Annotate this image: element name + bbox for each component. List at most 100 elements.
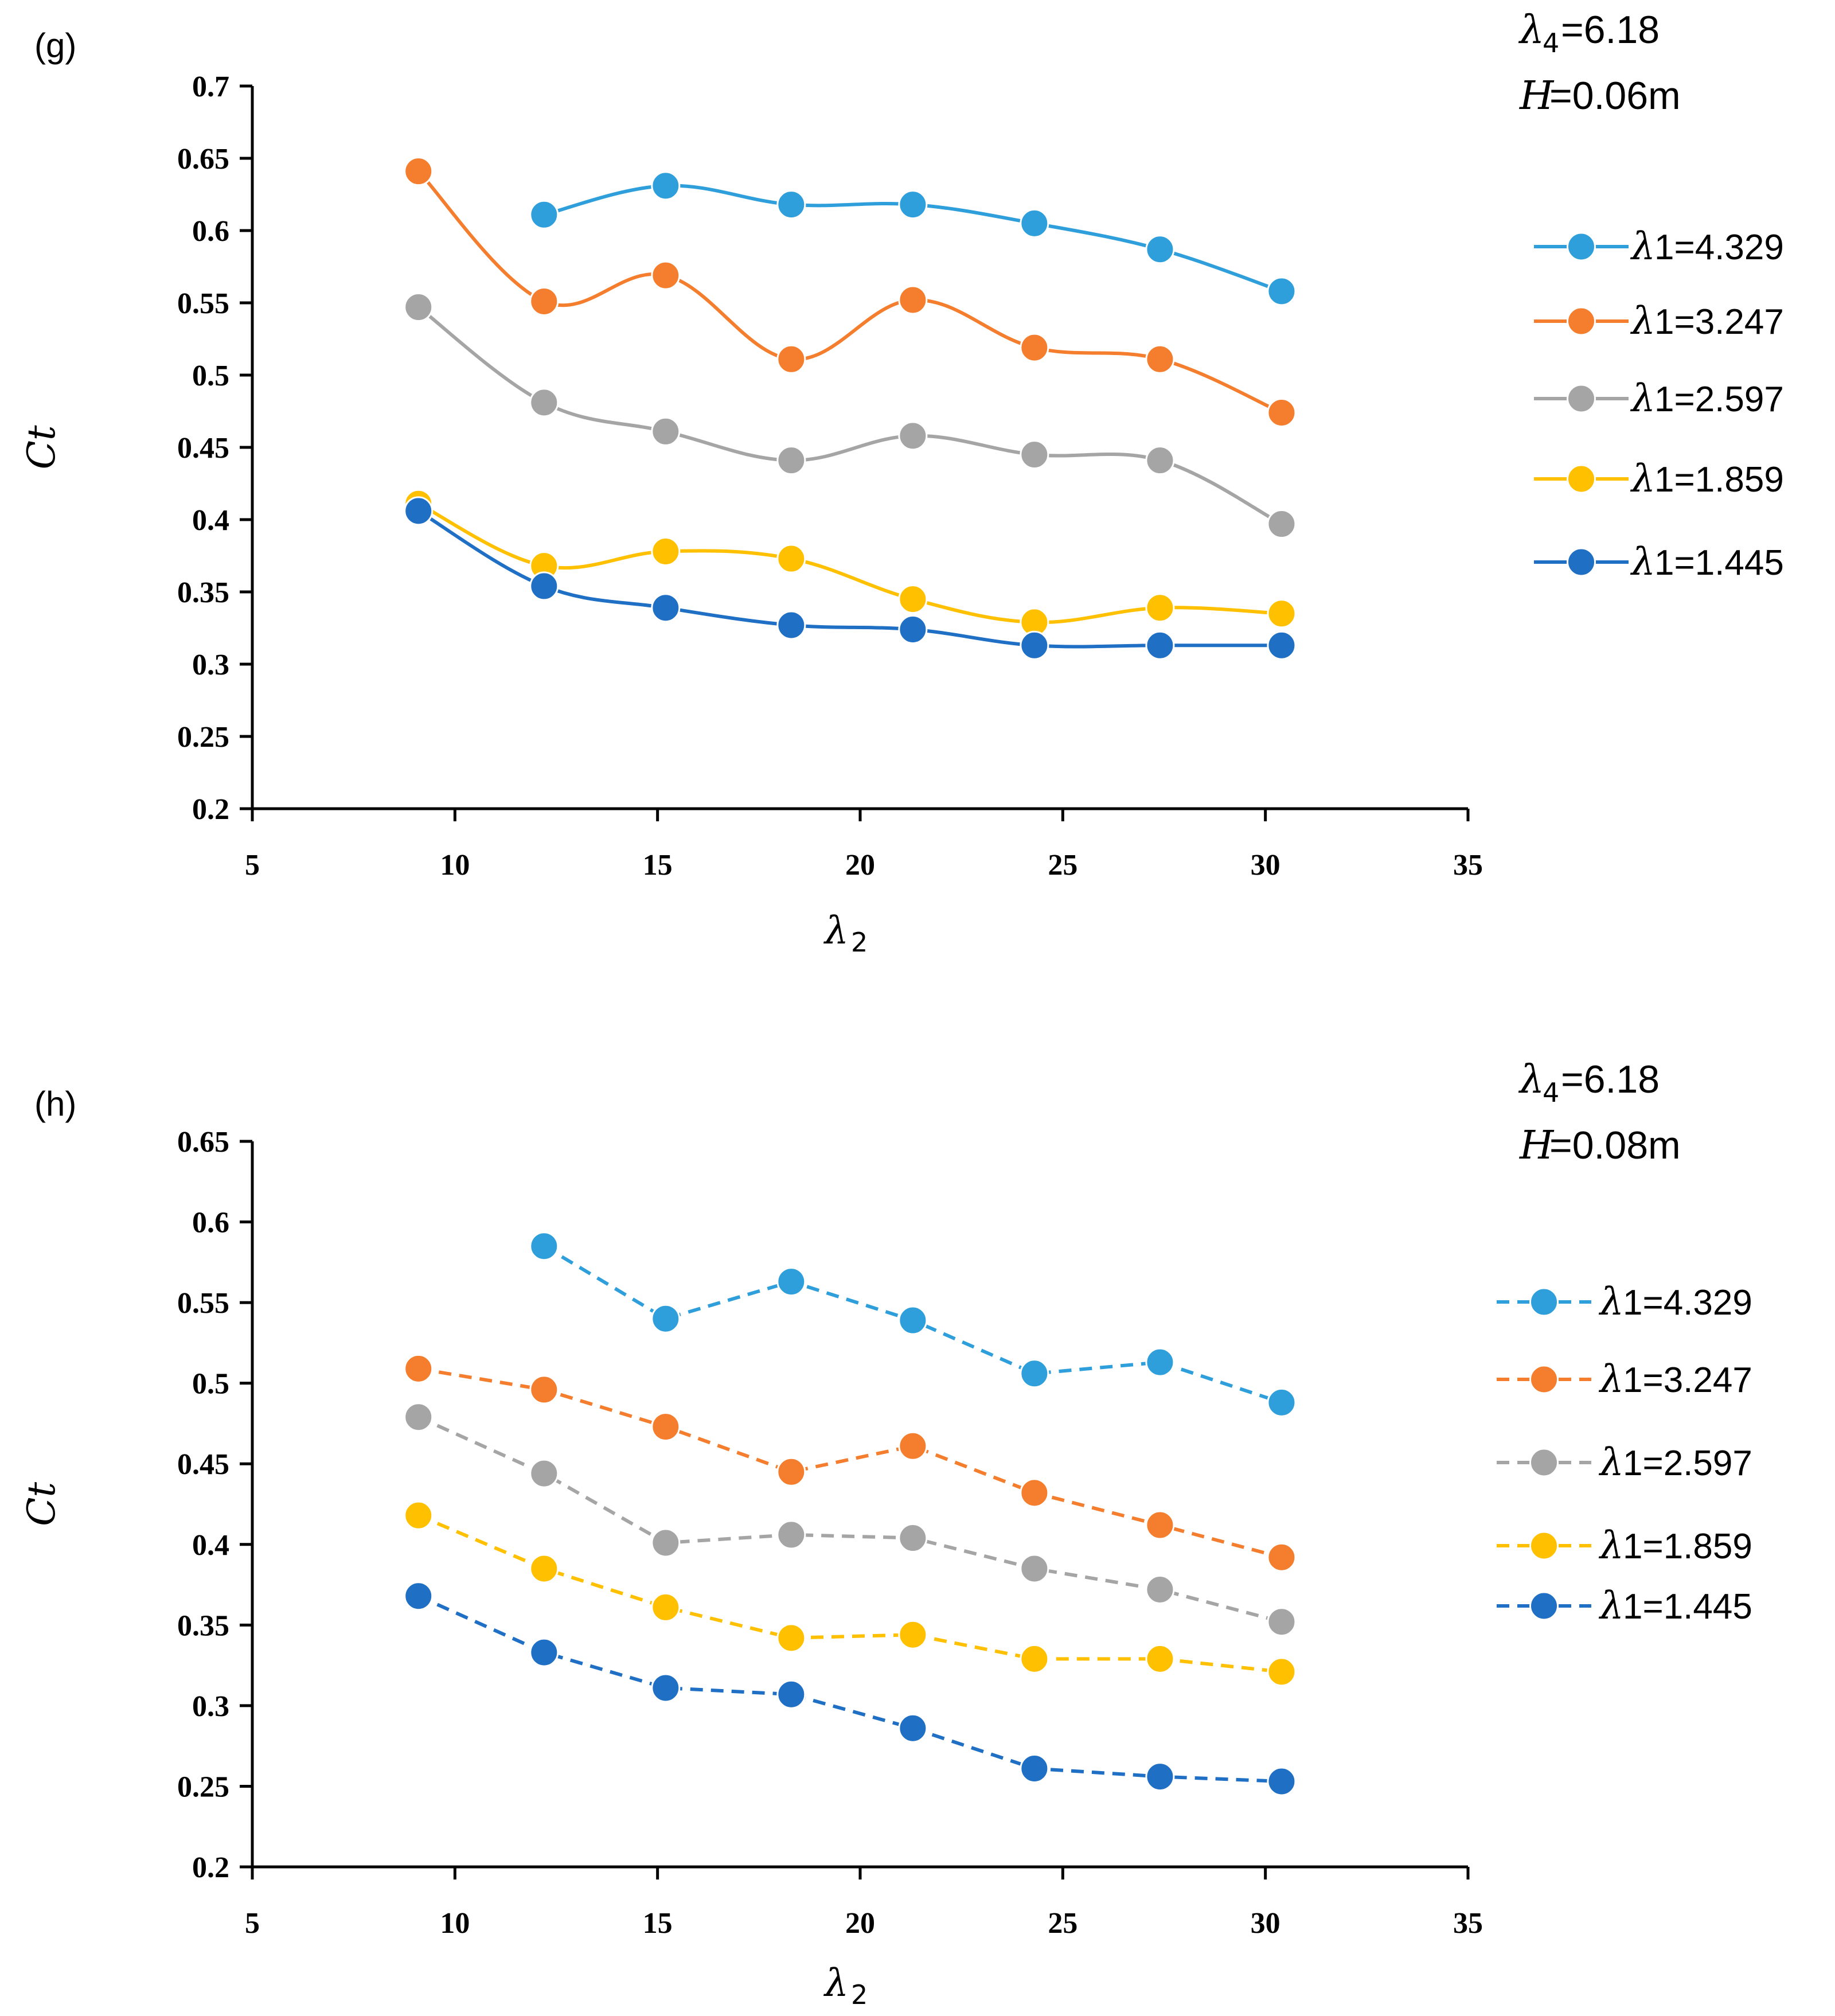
data-point [1145,593,1175,623]
param-lambda4-value: =6.18 [1561,8,1660,52]
param-lambda4-symbol: λ [1518,7,1544,53]
series-4 [404,1581,1297,1796]
x-axis-title: λ [823,908,849,953]
data-point [776,610,806,640]
data-point [1267,1542,1297,1572]
x-tick-label: 10 [440,1907,470,1940]
data-point [1267,1767,1297,1796]
legend-marker [1567,547,1596,577]
data-point [529,1459,559,1488]
data-point [898,1305,928,1335]
data-point [898,421,928,451]
data-point [1267,1387,1297,1417]
series-line [417,1514,1282,1674]
data-point [776,1520,806,1550]
data-point [898,1431,928,1461]
x-tick-label: 30 [1251,1907,1280,1940]
x-tick-label: 10 [440,849,470,882]
legend-label: 1=1.859 [1654,460,1784,500]
series-1 [404,157,1297,428]
data-point [404,1354,434,1383]
legend-label: 1=2.597 [1654,380,1784,419]
x-tick-label: 25 [1048,849,1077,882]
y-tick-label: 0.35 [177,1609,229,1642]
y-tick-label: 0.2 [192,793,229,826]
data-point [1267,1657,1297,1687]
legend-marker [1529,1364,1559,1394]
param-h-value: =0.08m [1549,1124,1681,1167]
legend-symbol: λ [1598,1280,1624,1324]
data-point [1020,208,1049,238]
data-point [1145,344,1175,374]
data-point [776,1457,806,1487]
data-point [529,571,559,601]
data-point [898,285,928,315]
legend-symbol: λ [1630,224,1656,268]
panel-label: (h) [34,1085,76,1123]
data-point [1267,398,1297,428]
legend-label: 1=3.247 [1623,1360,1752,1400]
series-line [417,1594,1282,1784]
legend-label: 1=4.329 [1654,228,1784,267]
x-axis-title-sub: 2 [851,1979,868,2010]
data-point [898,584,928,614]
data-point [1145,1644,1175,1674]
y-tick-label: 0.5 [192,1368,229,1401]
data-point [1020,1754,1049,1784]
data-point [529,1375,559,1405]
y-tick-label: 0.35 [177,576,229,609]
x-tick-label: 20 [845,1907,875,1940]
legend-label: 1=1.859 [1623,1527,1752,1566]
y-tick-label: 0.65 [177,1126,229,1159]
data-point [1020,1554,1049,1584]
y-tick-label: 0.5 [192,360,229,392]
legend-symbol: λ [1630,457,1656,501]
data-point [898,190,928,220]
legend-symbol: λ [1630,299,1656,343]
data-point [898,615,928,645]
y-tick-label: 0.2 [192,1851,229,1884]
x-axis-title-sub: 2 [851,927,868,958]
legend-marker [1567,384,1596,414]
legend-symbol: λ [1598,1440,1624,1484]
x-axis-title: λ [823,1961,849,2005]
data-point [1267,1607,1297,1637]
legend-marker [1529,1448,1559,1477]
y-tick-label: 0.4 [192,1529,229,1562]
data-point [529,1231,559,1261]
legend-label: 1=1.445 [1623,1587,1752,1627]
data-point [529,286,559,316]
panel-h: 0.2 0.25 0.3 0.35 0.4 0.45 0.5 0.55 0.6 0.65 5 10 15… [19,1057,1752,2010]
data-point [651,536,681,566]
x-tick-label: 15 [643,849,673,882]
y-tick-label: 0.55 [177,1287,229,1320]
data-point [1267,630,1297,660]
param-lambda4-sub: 4 [1543,1077,1559,1108]
data-point [1020,1478,1049,1508]
series-line [417,1415,1282,1624]
data-point [1145,1574,1175,1604]
data-point [651,1592,681,1622]
data-point [776,544,806,574]
data-point [529,1554,559,1584]
legend-marker [1567,306,1596,336]
legend-label: 1=3.247 [1654,302,1784,342]
y-tick-label: 0.45 [177,432,229,465]
data-point [776,1679,806,1709]
legend-symbol: λ [1598,1357,1624,1401]
legend-symbol: λ [1630,376,1656,420]
data-point [898,1713,928,1743]
series-3 [404,489,1297,637]
data-point [529,200,559,229]
panel-label: (g) [34,26,76,65]
data-point [1145,1510,1175,1540]
data-point [1020,630,1049,660]
legend-marker [1529,1287,1559,1317]
data-point [1267,599,1297,629]
series-line [418,1367,1282,1559]
legend-marker [1529,1591,1559,1621]
legend-marker [1567,232,1596,262]
param-h-value: =0.06m [1549,74,1681,118]
data-point [776,190,806,220]
legend-symbol: λ [1630,540,1656,584]
